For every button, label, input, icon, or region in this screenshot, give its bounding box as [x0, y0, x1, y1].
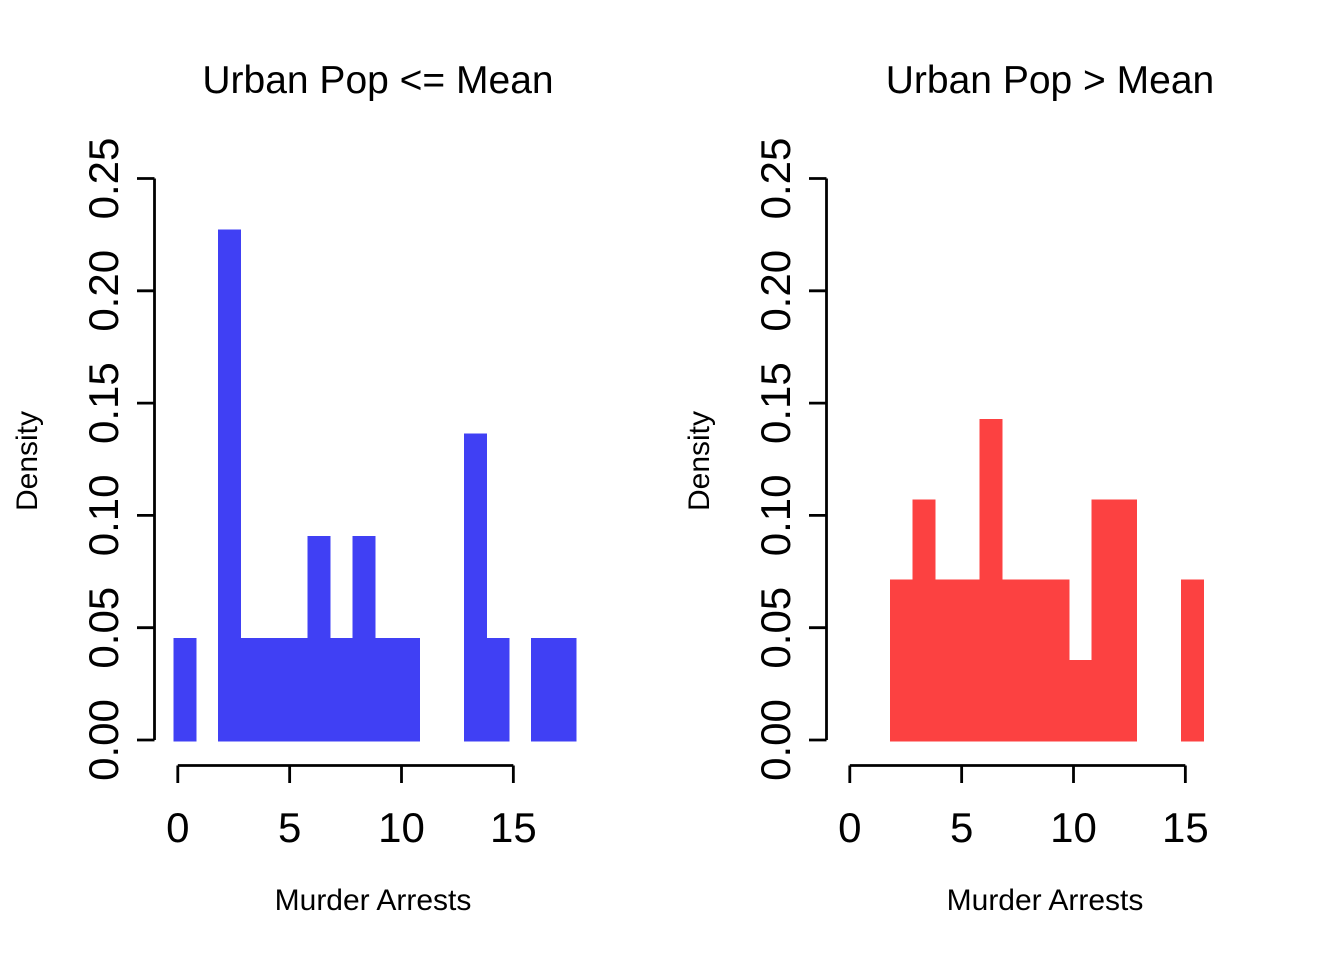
x-tick-label: 10 [1050, 804, 1097, 851]
histogram-bar [934, 579, 958, 742]
histogram-bar [912, 499, 936, 742]
histogram-bar [1180, 579, 1204, 742]
y-tick-label: 0.20 [752, 250, 799, 332]
histogram-bar [352, 535, 376, 742]
panel-title: Urban Pop <= Mean [202, 59, 553, 102]
y-tick-label: 0.15 [752, 362, 799, 444]
y-tick-label: 0.00 [752, 699, 799, 781]
y-tick-label: 0.10 [80, 475, 127, 557]
histogram-bar [1113, 499, 1137, 742]
histogram-bar [553, 637, 577, 742]
histogram-bar [173, 637, 197, 742]
x-axis-label: Murder Arrests [947, 884, 1144, 917]
histogram-bar [285, 637, 309, 742]
histogram-bar [979, 419, 1003, 742]
x-tick-label: 0 [166, 804, 189, 851]
y-tick-label: 0.15 [80, 362, 127, 444]
y-tick-label: 0.00 [80, 699, 127, 781]
x-tick-label: 15 [1162, 804, 1209, 851]
histogram-bar [531, 637, 555, 742]
histogram-bar [1001, 579, 1025, 742]
x-tick-label: 10 [378, 804, 425, 851]
histogram-bar [262, 637, 286, 742]
histogram-bar [1091, 499, 1115, 742]
x-tick-label: 15 [490, 804, 537, 851]
histogram-bar [240, 637, 264, 742]
histogram-bar [464, 433, 488, 742]
y-tick-label: 0.05 [80, 587, 127, 669]
histogram-bar [890, 579, 914, 742]
panel-title: Urban Pop > Mean [886, 59, 1214, 102]
histogram-bar [957, 579, 981, 742]
y-axis-label: Density [683, 411, 716, 511]
y-tick-label: 0.25 [752, 138, 799, 220]
histogram-bar [307, 535, 331, 742]
histogram-bar [374, 637, 398, 742]
y-axis-label: Density [11, 411, 44, 511]
histogram-bar [329, 637, 353, 742]
histogram-bar [486, 637, 510, 742]
y-tick-label: 0.20 [80, 250, 127, 332]
x-axis-label: Murder Arrests [275, 884, 472, 917]
y-tick-label: 0.10 [752, 475, 799, 557]
histogram-bar [397, 637, 420, 742]
x-tick-label: 5 [950, 804, 973, 851]
x-tick-label: 0 [838, 804, 861, 851]
histogram-bar [1024, 579, 1048, 742]
x-tick-label: 5 [278, 804, 301, 851]
panel-1: 0.00 0.05 0.10 0.15 0.20 0.25 0 5 10 15 Urban Pop … [683, 59, 1214, 917]
histogram-bar [218, 229, 242, 742]
histogram-bar [1069, 659, 1092, 742]
panel-0: 0.00 0.05 0.10 0.15 0.20 0.25 0 5 10 15 Urban Pop … [11, 59, 577, 917]
y-tick-label: 0.05 [752, 587, 799, 669]
histogram-bar [1046, 579, 1070, 742]
y-tick-label: 0.25 [80, 138, 127, 220]
